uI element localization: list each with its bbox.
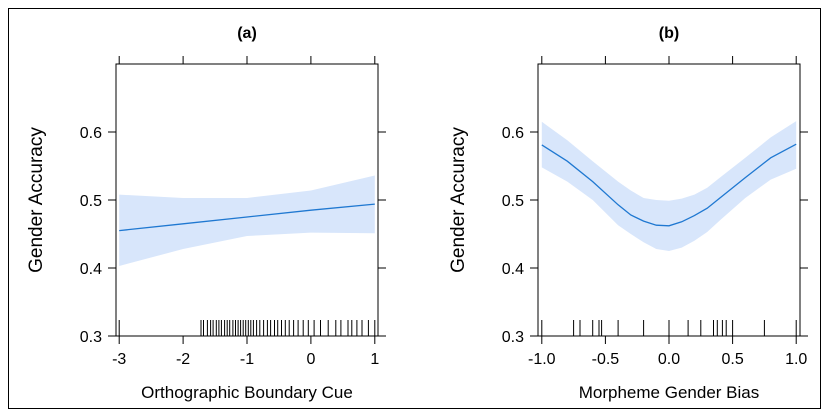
panel-a-y-axis-label: Gender Accuracy	[26, 127, 47, 273]
panel-a-x-tick-label: -3	[112, 351, 126, 368]
panel-b-y-tick-label: 0.5	[502, 193, 524, 210]
panel-b-plot-area: -1.0 -0.5 0.0 0.5 1.0 0.3 0.4 0.5 0.6	[502, 56, 808, 368]
panel-b-x-axis-label: Morpheme Gender Bias	[579, 383, 759, 402]
panel-b-confidence-band	[541, 121, 797, 251]
panel-b-plot-frame	[537, 63, 801, 337]
panel-a-y-tick-label: 0.4	[80, 261, 102, 278]
panel-a-y-tick-label: 0.5	[80, 193, 102, 210]
panel-a-confidence-band	[119, 175, 375, 266]
panel-a-x-axis-label: Orthographic Boundary Cue	[141, 383, 353, 402]
panel-a-title: (a)	[237, 25, 257, 42]
panel-a-y-tick-label: 0.6	[80, 125, 102, 142]
panel-a-x-tick-label: -2	[176, 351, 190, 368]
panel-b-y-tick-label: 0.3	[502, 329, 524, 346]
panel-a-x-tick-label: 0	[306, 351, 315, 368]
panel-b-x-tick-label: 0.5	[721, 351, 743, 368]
panel-a-y-tick-label: 0.3	[80, 329, 102, 346]
panel-a-plot-area: -3 -2 -1 0 1 0.3 0.4 0.5 0.6	[80, 56, 386, 368]
panel-b-title: (b)	[659, 25, 679, 42]
panel-b-x-tick-label: -0.5	[592, 351, 620, 368]
panel-b-fit-line	[541, 143, 797, 227]
panel-b-x-tick-label: -1.0	[528, 351, 556, 368]
panel-b-x-tick-label: 1.0	[785, 351, 807, 368]
panel-b: (b) Gender Accuracy Morpheme Gender Bias…	[448, 25, 808, 402]
panel-a-x-tick-label: 1	[370, 351, 379, 368]
panel-b-y-tick-label: 0.6	[502, 125, 524, 142]
panel-a-fit-line	[119, 203, 375, 232]
panel-a-x-tick-label: -1	[240, 351, 254, 368]
panel-b-x-tick-label: 0.0	[658, 351, 680, 368]
panel-b-y-tick-label: 0.4	[502, 261, 524, 278]
panel-a: (a) Gender Accuracy Orthographic Boundar…	[26, 25, 386, 402]
panel-b-y-axis-label: Gender Accuracy	[448, 127, 469, 273]
